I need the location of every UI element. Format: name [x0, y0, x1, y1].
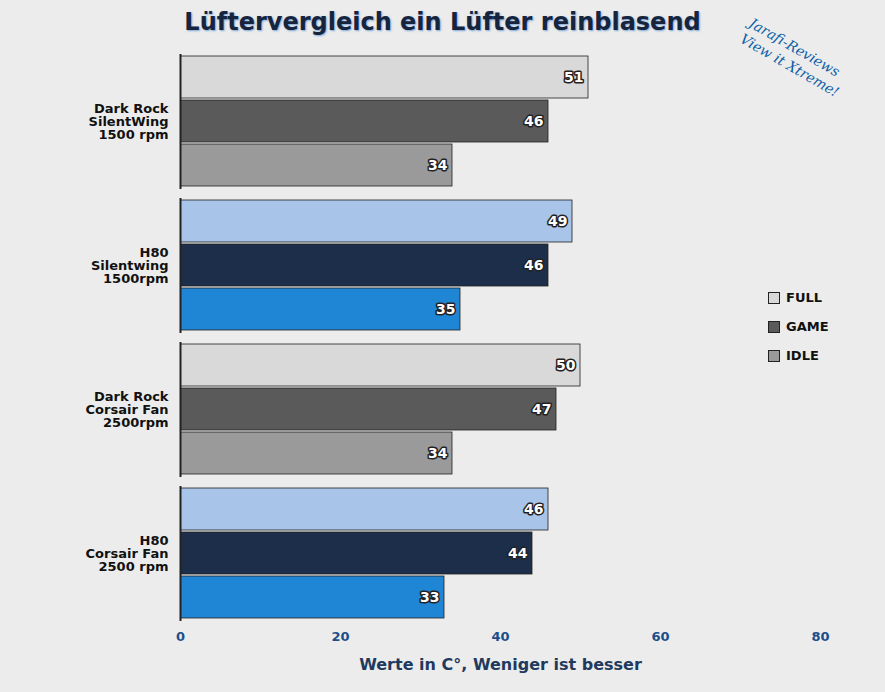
svg-text:80: 80 [811, 629, 829, 644]
svg-text:33: 33 [420, 589, 439, 605]
svg-text:H80Corsair Fan2500 rpm: H80Corsair Fan2500 rpm [86, 533, 169, 574]
svg-text:46: 46 [524, 257, 543, 273]
svg-text:51: 51 [564, 69, 583, 85]
svg-text:20: 20 [331, 629, 349, 644]
svg-text:Werte in C°, Weniger ist besse: Werte in C°, Weniger ist besser [359, 655, 642, 674]
svg-text:49: 49 [548, 213, 567, 229]
svg-text:44: 44 [508, 545, 528, 561]
svg-text:60: 60 [651, 629, 669, 644]
svg-text:46: 46 [524, 501, 543, 517]
svg-text:Dark RockSilentWing1500 rpm: Dark RockSilentWing1500 rpm [89, 101, 169, 142]
html-text:Jarafi-Reviews: Jarafi-Reviews [746, 14, 843, 80]
svg-text:0: 0 [176, 629, 185, 644]
svg-text:46: 46 [524, 113, 543, 129]
svg-text:34: 34 [428, 157, 448, 173]
html-text:IDLE: IDLE [786, 348, 819, 363]
html-text:View it Xtreme!: View it Xtreme! [737, 30, 842, 100]
html-text:Lüftervergleich ein Lüfter rei: Lüftervergleich ein Lüfter reinblasend [184, 8, 701, 36]
svg-text:Dark RockCorsair Fan2500rpm: Dark RockCorsair Fan2500rpm [86, 389, 169, 430]
svg-text:40: 40 [491, 629, 509, 644]
svg-text:50: 50 [556, 357, 576, 373]
svg-text:35: 35 [436, 301, 455, 317]
html-text:GAME: GAME [786, 319, 829, 334]
html-text:FULL: FULL [786, 290, 822, 305]
svg-text:34: 34 [428, 445, 448, 461]
svg-text:47: 47 [532, 401, 551, 417]
svg-text:H80Silentwing1500rpm: H80Silentwing1500rpm [91, 245, 169, 286]
